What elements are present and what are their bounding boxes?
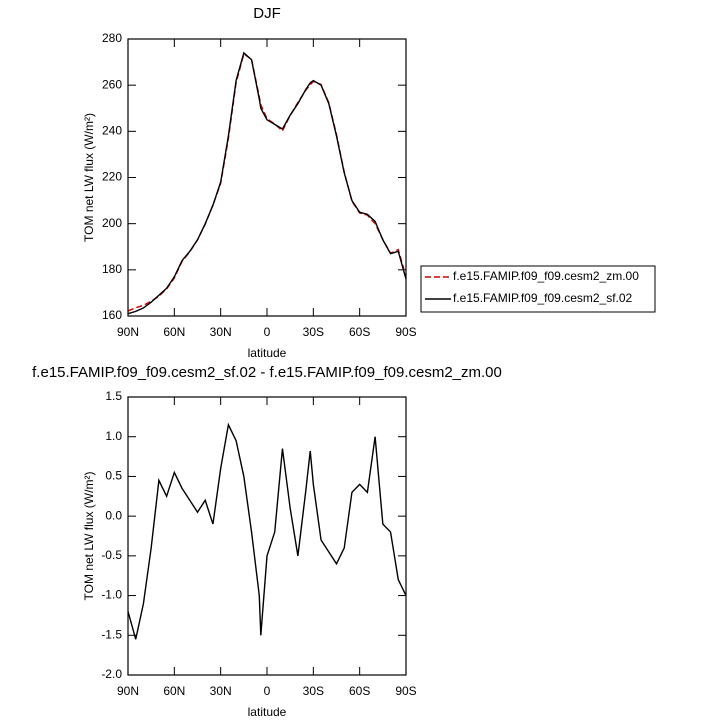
x-tick-label: 30S (303, 684, 324, 698)
y-tick-label: 280 (102, 31, 122, 45)
y-tick-label: -1.5 (101, 627, 122, 641)
y-tick-label: 200 (102, 216, 122, 230)
y-tick-label: 0.0 (105, 508, 122, 522)
x-tick-label: 60S (349, 684, 370, 698)
x-tick-label: 60N (163, 684, 185, 698)
x-tick-label: 0 (264, 684, 271, 698)
x-axis-label: latitude (248, 705, 287, 719)
y-tick-label: 240 (102, 124, 122, 138)
y-tick-label: -0.5 (101, 548, 122, 562)
x-tick-label: 90S (395, 684, 416, 698)
x-axis-label: latitude (248, 346, 287, 360)
y-tick-label: 160 (102, 308, 122, 322)
x-tick-label: 60N (163, 325, 185, 339)
y-tick-label: 1.5 (105, 389, 122, 403)
data-line (127, 422, 407, 640)
y-tick-label: 0.5 (105, 469, 122, 483)
y-tick-label: 1.0 (105, 429, 122, 443)
legend: f.e15.FAMIP.f09_f09.cesm2_zm.00 f.e15.FAM… (420, 265, 656, 313)
x-tick-label: 30S (303, 325, 324, 339)
plot-frame (127, 38, 407, 317)
y-tick-label: 180 (102, 262, 122, 276)
y-axis-label: TOM net LW flux (W/m²) (82, 113, 96, 242)
y-tick-label: -1.0 (101, 588, 122, 602)
y-tick-label: -2.0 (101, 667, 122, 681)
plot-frame (127, 396, 407, 676)
x-tick-label: 60S (349, 325, 370, 339)
x-tick-label: 90S (395, 325, 416, 339)
y-tick-label: 260 (102, 77, 122, 91)
x-tick-label: 0 (264, 325, 271, 339)
data-line (127, 52, 407, 312)
y-tick-label: 220 (102, 170, 122, 184)
legend-box (420, 265, 656, 313)
x-tick-label: 30N (210, 684, 232, 698)
y-axis-label: TOM net LW flux (W/m²) (82, 472, 96, 601)
chart-title: f.e15.FAMIP.f09_f09.cesm2_sf.02 - f.e15.… (32, 364, 502, 381)
legend-label: f.e15.FAMIP.f09_f09.cesm2_zm.00 (453, 269, 639, 283)
data-line (127, 51, 407, 315)
x-tick-label: 90N (117, 325, 139, 339)
legend-label: f.e15.FAMIP.f09_f09.cesm2_sf.02 (453, 291, 633, 305)
chart-title: DJF (253, 5, 281, 22)
x-tick-label: 90N (117, 684, 139, 698)
x-tick-label: 30N (210, 325, 232, 339)
